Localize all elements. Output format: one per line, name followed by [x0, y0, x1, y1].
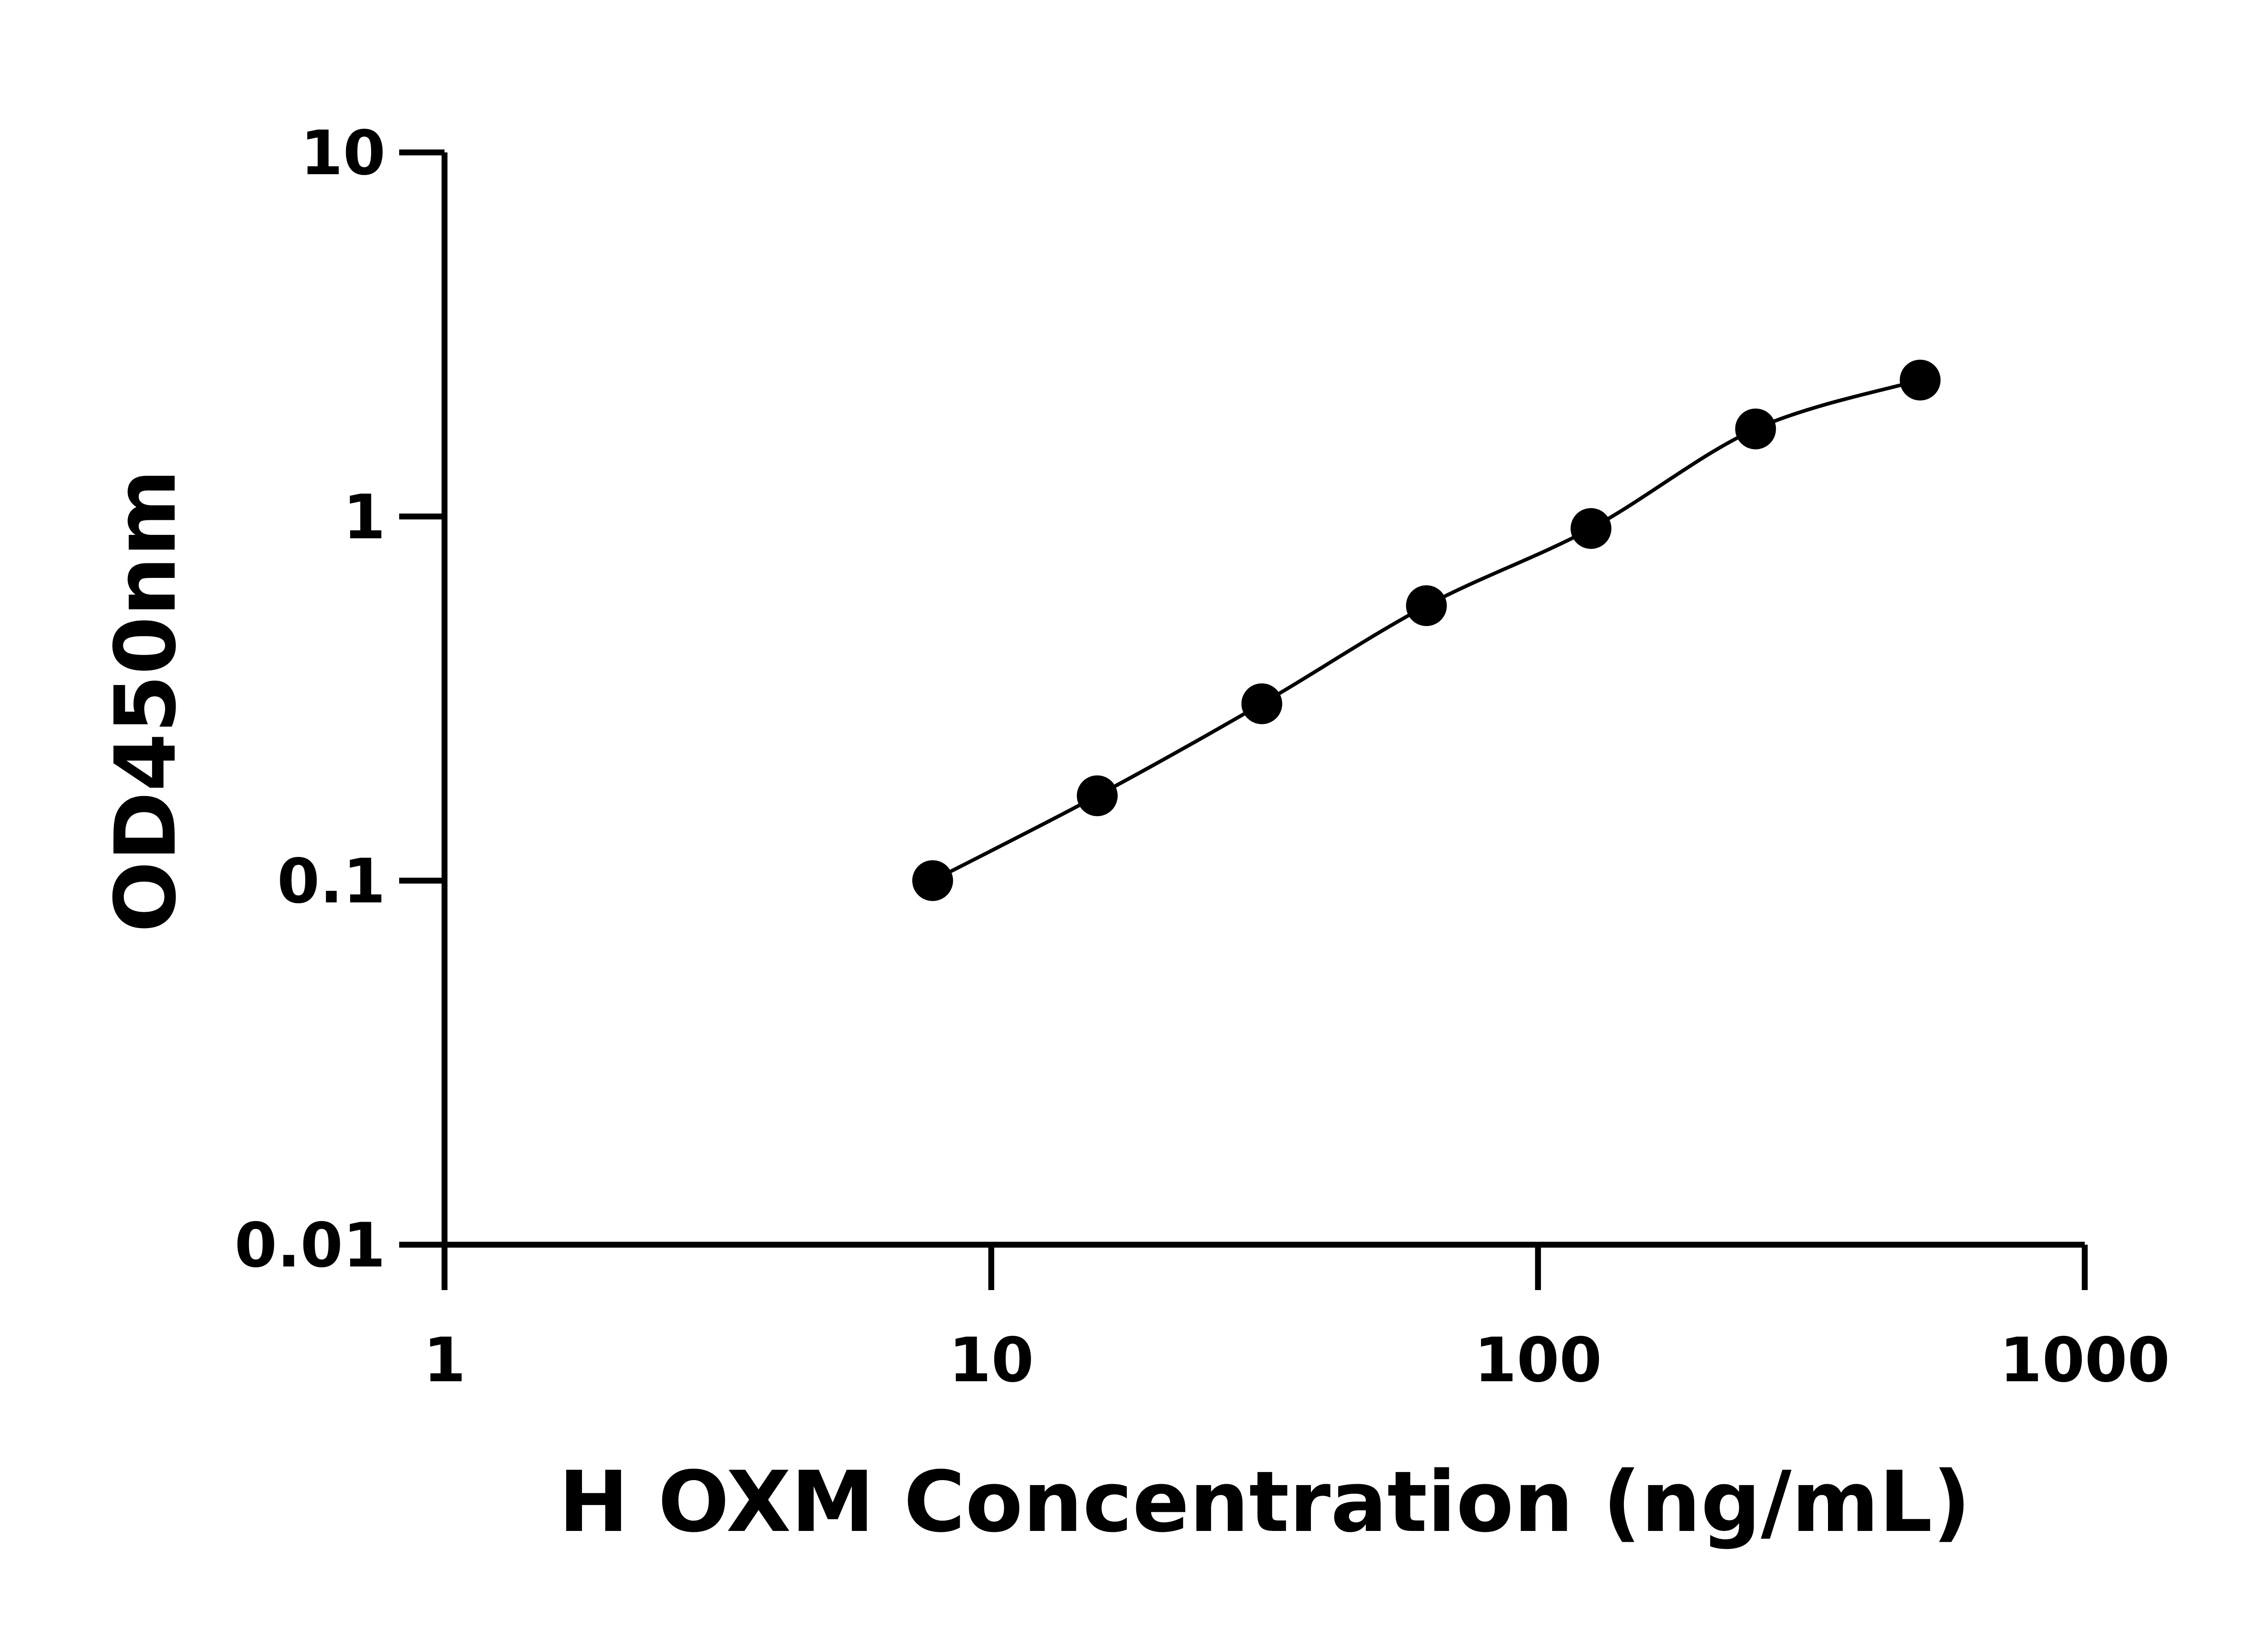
- data-point: [1735, 408, 1776, 450]
- data-point: [912, 860, 953, 901]
- y-axis-title: OD450nm: [97, 469, 195, 932]
- x-tick-label: 100: [1474, 1325, 1602, 1396]
- y-tick-label: 0.1: [277, 846, 386, 917]
- x-axis-title: H OXM Concentration (ng/mL): [558, 1453, 1970, 1551]
- x-tick-label: 1000: [1999, 1325, 2170, 1396]
- data-point: [1241, 683, 1282, 724]
- data-point: [1900, 359, 1941, 401]
- y-tick-label: 10: [300, 117, 386, 189]
- axes: [399, 149, 2088, 1290]
- y-tick-label: 1: [343, 482, 386, 553]
- y-tick-label: 0.01: [235, 1210, 386, 1281]
- x-tick-label: 10: [948, 1325, 1034, 1396]
- data-points: [912, 359, 1941, 901]
- data-point: [1076, 775, 1118, 816]
- tick-labels: 1 10 100 1000 0.01 0.1 1 10: [235, 117, 2170, 1396]
- data-point: [1406, 585, 1447, 626]
- x-tick-label: 1: [423, 1325, 466, 1396]
- data-point: [1570, 508, 1612, 549]
